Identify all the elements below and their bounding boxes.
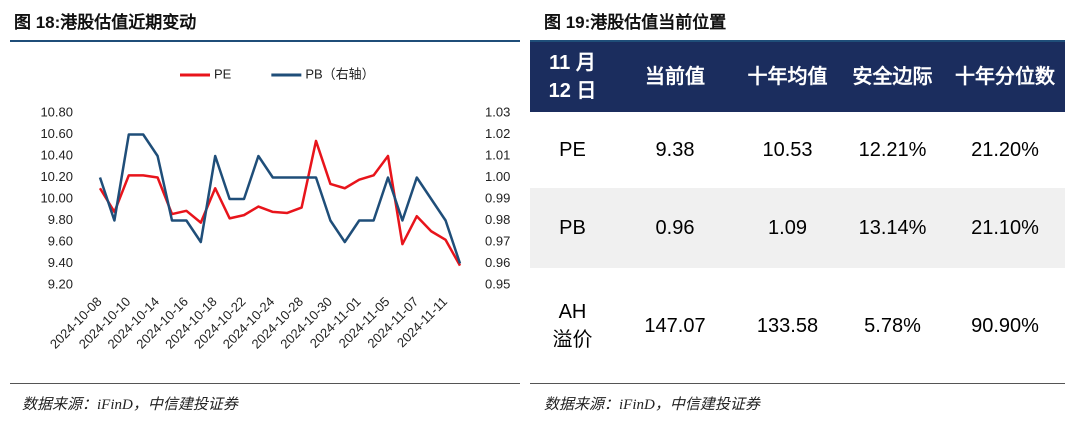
chart: 9.20 9.40 9.60 9.80 10.00 10.20 10.40 10.60 10.8…: [40, 66, 510, 351]
y-tick-label: 1.01: [485, 147, 510, 162]
y-tick-label: 0.98: [485, 212, 510, 227]
y-tick-label: 0.96: [485, 255, 510, 270]
table-cell: 133.58: [756, 314, 819, 337]
y-tick-label: 9.60: [48, 233, 73, 248]
source: 数据来源：iFinD，中信建投证券: [544, 397, 760, 413]
header-cell: 十年分位数: [945, 42, 1065, 112]
table-cell: 147.07: [644, 314, 706, 337]
y-tick-label: 9.20: [48, 276, 73, 291]
panel-title: 图 19:港股估值当前位置: [544, 13, 727, 32]
y-tick-label: 0.97: [485, 233, 510, 248]
table-row: PE 9.38 10.53 12.21% 21.20%: [530, 112, 1065, 188]
y-tick-label: 10.80: [40, 104, 73, 119]
table-cell: 21.20%: [971, 139, 1039, 161]
table-cell: AH 溢价: [552, 300, 593, 351]
table-cell: PB: [559, 217, 586, 239]
y-tick-label: 0.99: [485, 190, 510, 205]
bottom-rule: [530, 383, 1065, 384]
table-cell: PE: [559, 139, 586, 161]
y-tick-label: 10.60: [40, 126, 73, 141]
title-rule: [10, 40, 520, 42]
series-line: [98, 139, 462, 267]
y-tick-label: 1.00: [485, 169, 510, 184]
header-cell: 安全边际: [840, 42, 945, 112]
table-cell: 21.10%: [971, 217, 1039, 239]
header-row: 11 月 12 日当前值 十年均值 安全边际 十年分位数: [530, 42, 1065, 112]
bottom-rule: [10, 383, 520, 384]
table-cell: 1.09: [768, 217, 807, 239]
legend-label: PB（右轴）: [305, 66, 374, 81]
y-tick-label: 1.02: [485, 126, 510, 141]
legend-label: PE: [214, 66, 232, 81]
y-tick-label: 1.03: [485, 104, 510, 119]
y-tick-label: 9.40: [48, 255, 73, 270]
table-row: AH 溢价 147.07 133.58 5.78% 90.90%: [530, 268, 1065, 383]
table-cell: 90.90%: [971, 314, 1039, 337]
table-row: PB 0.96 1.09 13.14% 21.10%: [530, 188, 1065, 268]
table-cell: 13.14%: [858, 217, 927, 239]
table-cell: 9.38: [655, 139, 695, 161]
table-cell: 12.21%: [858, 139, 927, 161]
header-cell: 当前值: [615, 42, 735, 112]
table-cell: 0.96: [655, 217, 695, 239]
table-cell: 10.53: [762, 139, 813, 161]
y-tick-label: 9.80: [48, 212, 73, 227]
title-rule: [530, 40, 1065, 42]
table-cell: 5.78%: [864, 314, 921, 337]
source: 数据来源：iFinD，中信建投证券: [22, 397, 238, 413]
table: 11 月 12 日当前值 十年均值 安全边际 十年分位数 PE 9.38 10.53 12.2…: [530, 42, 1065, 383]
y-tick-label: 10.20: [40, 169, 73, 184]
y-tick-label: 10.00: [40, 190, 73, 205]
series-line: [98, 133, 462, 264]
panel-title: 图 18:港股估值近期变动: [14, 13, 197, 32]
header-cell: 十年均值: [735, 42, 840, 112]
header-cell: 11 月 12 日: [530, 42, 615, 112]
y-tick-label: 0.95: [485, 276, 510, 291]
y-tick-label: 10.40: [40, 147, 73, 162]
